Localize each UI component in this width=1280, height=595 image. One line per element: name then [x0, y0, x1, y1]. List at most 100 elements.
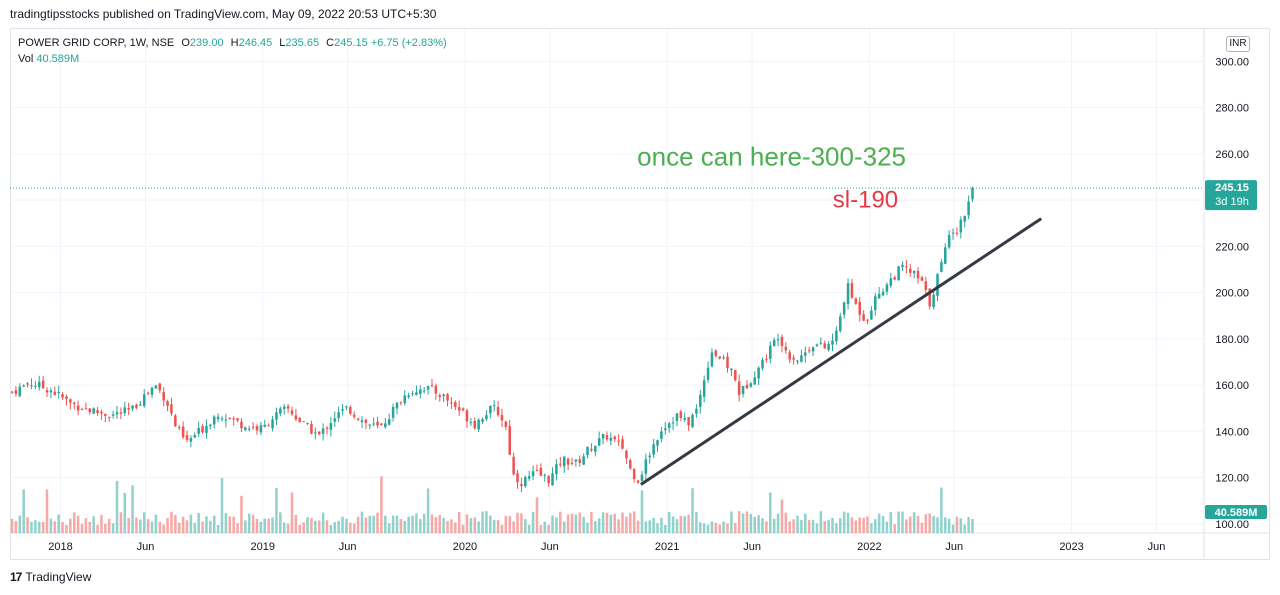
- volume-bar: [500, 524, 504, 533]
- volume-bar: [407, 516, 410, 533]
- candle: [944, 243, 947, 265]
- candle: [232, 416, 235, 426]
- volume-bar: [399, 518, 403, 533]
- candle: [158, 382, 162, 394]
- volume-bar: [912, 512, 916, 533]
- volume-bar: [469, 518, 473, 533]
- time-tick-label: 2020: [453, 541, 477, 553]
- candle-body: [337, 412, 340, 419]
- ohlc-row: POWER GRID CORP, 1W, NSE O239.00 H246.45…: [18, 35, 447, 51]
- volume-bar: [403, 520, 407, 533]
- volume-bar: [72, 512, 76, 533]
- candle: [306, 422, 309, 426]
- candle: [504, 420, 508, 431]
- candle-body: [170, 404, 173, 414]
- candle: [325, 425, 329, 435]
- candle-body: [726, 356, 729, 369]
- candle-body: [734, 370, 737, 381]
- currency-button[interactable]: INR: [1226, 36, 1250, 52]
- candle: [920, 275, 924, 281]
- candle: [605, 431, 609, 442]
- volume-bar: [835, 523, 838, 533]
- candle: [135, 403, 138, 410]
- volume-bar: [205, 516, 208, 533]
- candle: [527, 470, 531, 482]
- candle: [543, 473, 547, 482]
- candle-body: [162, 392, 165, 401]
- volume-bar: [177, 522, 181, 533]
- candle: [827, 341, 830, 352]
- volume-bar: [384, 515, 387, 533]
- volume-bar: [772, 518, 776, 533]
- volume-bar: [356, 516, 360, 533]
- candle: [508, 419, 512, 456]
- candle: [765, 354, 768, 363]
- volume-bar: [185, 520, 189, 533]
- candle: [714, 349, 718, 358]
- volume-bar: [963, 524, 966, 533]
- volume-bar: [255, 518, 259, 533]
- candle-body: [792, 357, 795, 360]
- symbol-label[interactable]: POWER GRID CORP, 1W, NSE: [18, 37, 175, 49]
- candle: [461, 407, 465, 412]
- volume-bar: [539, 524, 543, 533]
- candle: [481, 417, 484, 424]
- candle: [131, 405, 134, 412]
- volume-bar: [632, 511, 636, 533]
- candle-body: [76, 405, 80, 411]
- candle: [901, 261, 904, 271]
- brand-name[interactable]: TradingView: [25, 570, 92, 584]
- candle: [407, 392, 410, 399]
- volume-bar: [49, 518, 53, 533]
- volume-bar: [115, 480, 119, 533]
- candle: [734, 369, 737, 382]
- volume-bar: [442, 517, 445, 533]
- candle-body: [636, 480, 640, 483]
- candle: [660, 426, 663, 443]
- candle: [547, 475, 550, 487]
- candle-body: [807, 350, 811, 352]
- candle-body: [395, 402, 399, 409]
- candle-body: [605, 435, 609, 440]
- candle-body: [524, 477, 527, 487]
- time-tick-label: Jun: [137, 541, 155, 553]
- candle-body: [780, 336, 784, 346]
- candle-body: [135, 404, 138, 408]
- candle-body: [282, 406, 286, 409]
- candle: [687, 416, 690, 431]
- volume-bar: [92, 516, 95, 533]
- candle-body: [228, 417, 232, 419]
- candle-body: [702, 380, 706, 397]
- candle-body: [349, 406, 352, 414]
- candle: [88, 408, 92, 415]
- volume-bar: [481, 511, 484, 533]
- volume-bar: [189, 514, 193, 533]
- candle-body: [232, 418, 235, 420]
- candle-body: [415, 392, 418, 395]
- candle: [671, 416, 675, 431]
- candle-body: [49, 390, 53, 393]
- candle: [722, 354, 725, 360]
- time-tick-label: 2018: [48, 541, 72, 553]
- candle: [41, 376, 45, 390]
- candle: [971, 186, 974, 203]
- volume-bar: [613, 513, 617, 533]
- candle-body: [547, 476, 550, 484]
- volume-bar: [263, 518, 267, 533]
- candle: [629, 458, 632, 470]
- candle: [807, 346, 811, 354]
- volume-bar: [158, 521, 162, 533]
- candle: [485, 410, 488, 422]
- candle: [298, 417, 302, 423]
- candle-body: [621, 439, 624, 449]
- candle-body: [870, 310, 873, 320]
- footer-branding: 17 TradingView: [10, 570, 91, 584]
- candle-body: [30, 385, 33, 387]
- candle: [574, 459, 578, 467]
- volume-bar: [625, 516, 628, 533]
- candle-body: [442, 394, 445, 397]
- candle: [53, 386, 57, 396]
- volume-bar: [454, 522, 457, 533]
- candles: [10, 186, 974, 493]
